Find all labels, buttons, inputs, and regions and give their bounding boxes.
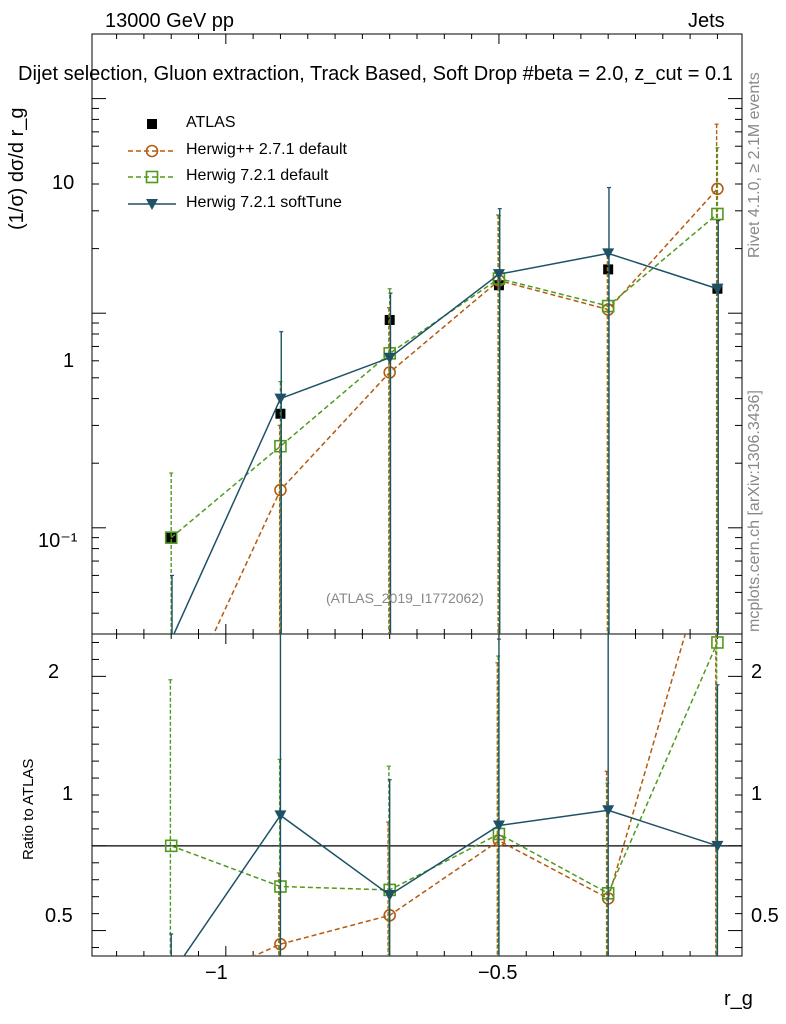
ratio-series-0-point: [166, 988, 177, 999]
ratio-series-2-point: [711, 840, 724, 852]
legend-marker-2: [145, 170, 159, 184]
ratio-panel-frame: [91, 633, 743, 957]
ratio-y-tick-label-1-right: 1: [751, 783, 763, 805]
ratio-series-2-point: [602, 805, 615, 817]
ratio-series-2-point: [274, 810, 287, 822]
main-series-3-point: [711, 283, 724, 295]
ratio-y-tick-label-2-right: 2: [751, 661, 763, 683]
ratio-series-1-line: [170, 642, 719, 895]
main-series-2-point: [601, 299, 615, 313]
ratio-series-1-point: [711, 636, 724, 649]
main-series-2-point: [164, 531, 178, 544]
main-series-1-point: [166, 720, 177, 731]
ratio-y-tick-label-0.5-right: 0.5: [751, 905, 779, 927]
ratio-y-tick-label-1: 1: [62, 783, 74, 805]
ratio-series-2-point: [165, 970, 177, 981]
legend-label-herwig-721-softtune: Herwig 7.2.1 softTune: [186, 194, 342, 211]
legend-marker-3: [146, 199, 158, 210]
main-series-1-line: [212, 188, 718, 634]
rivet-version-label: Rivet 4.1.0, ≥ 2.1M events: [746, 72, 763, 258]
ratio-series-0-line: [252, 634, 687, 956]
ratio-y-axis-label: Ratio to ATLAS: [20, 758, 37, 860]
main-series-group: [164, 123, 724, 731]
y-tick-label-0.1: 10⁻¹: [38, 530, 78, 552]
plot-title: Dijet selection, Gluon extraction, Track…: [18, 63, 733, 85]
ratio-series-2-point: [383, 889, 396, 901]
main-series-3-point: [492, 269, 505, 281]
main-y-axis-label: (1/σ) dσ/d r_g: [6, 107, 28, 230]
main-series-3-line: [173, 252, 718, 634]
main-series-2-point: [711, 207, 724, 221]
main-series-3-point: [602, 248, 615, 260]
x-tick-label-neg0.5: −0.5: [478, 962, 518, 984]
y-tick-label-10: 10: [52, 172, 75, 194]
process-label: Jets: [688, 10, 725, 32]
x-tick-label-neg1: −1: [205, 962, 228, 984]
legend-marker-1: [145, 144, 159, 158]
legend-marker-0: [147, 119, 157, 129]
watermark: (ATLAS_2019_I1772062): [326, 590, 484, 606]
mcplots-label: mcplots.cern.ch [arXiv:1306.3436]: [746, 390, 763, 632]
ratio-y-tick-label-0.5: 0.5: [45, 905, 73, 927]
ratio-series-group: [164, 634, 724, 999]
y-tick-label-1: 1: [63, 350, 75, 372]
legend-label-herwig-721-default: Herwig 7.2.1 default: [186, 167, 329, 184]
energy-label: 13000 GeV pp: [105, 10, 234, 32]
legend-label-atlas: ATLAS: [186, 114, 236, 131]
legend-label-herwigpp-271: Herwig++ 2.7.1 default: [186, 141, 347, 158]
main-series-3-point: [383, 352, 396, 364]
x-axis-label: r_g: [724, 988, 753, 1010]
main-series-2-point: [274, 439, 287, 453]
ratio-series-2-line: [183, 809, 718, 956]
main-series-3-point: [274, 393, 287, 405]
main-series-1-point: [711, 182, 724, 196]
ratio-series-2-point: [492, 820, 505, 832]
ratio-y-tick-label-2: 2: [48, 661, 60, 683]
ratio-series-1-point: [164, 839, 178, 853]
